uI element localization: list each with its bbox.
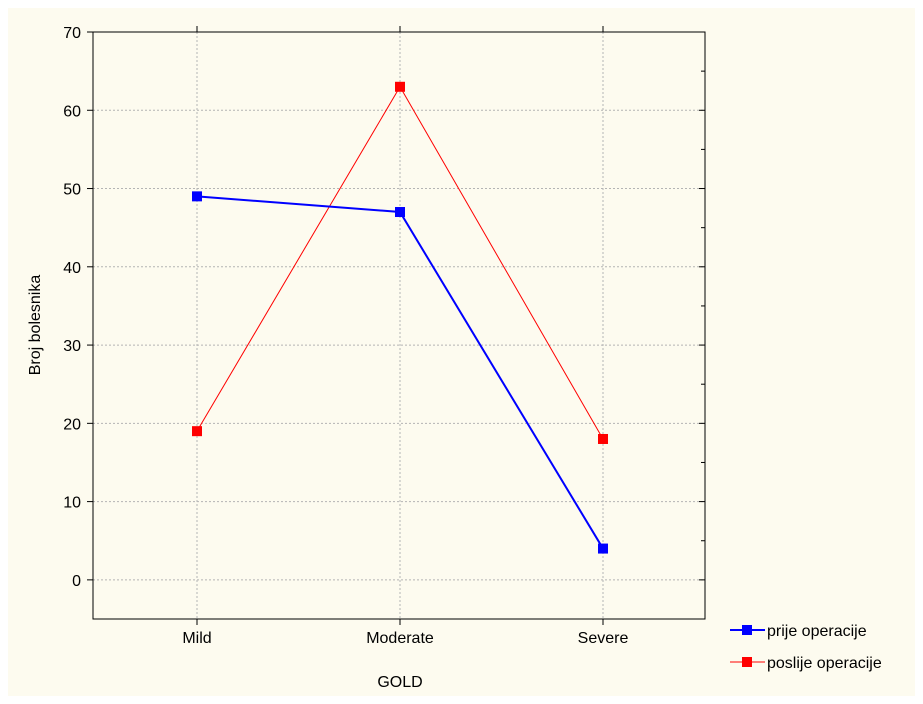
x-axis-label: GOLD	[377, 674, 422, 691]
y-tick-label: 10	[63, 495, 81, 512]
legend-swatch-marker	[742, 625, 752, 635]
data-point	[598, 543, 608, 554]
y-axis-label: Broj bolesnika	[27, 275, 44, 376]
x-tick-label: Severe	[578, 630, 629, 647]
series-line	[196, 85, 604, 440]
series-prije-operacije	[192, 191, 608, 554]
series-layer	[192, 81, 608, 554]
data-point	[192, 191, 202, 202]
x-tick-label: Moderate	[366, 630, 434, 647]
legend-item: prije operacije	[730, 623, 867, 640]
x-axis-tick-labels: Mild Moderate Severe	[182, 630, 628, 647]
plot-area-border	[92, 31, 706, 620]
data-point	[192, 426, 202, 437]
y-tick-label: 20	[63, 416, 81, 433]
grid-lines	[93, 32, 705, 619]
series-poslije-operacije	[192, 81, 608, 444]
data-point	[598, 433, 608, 444]
chart-background	[8, 8, 915, 696]
y-tick-label: 30	[63, 338, 81, 355]
data-point	[395, 207, 405, 218]
y-tick-label: 70	[63, 25, 81, 42]
legend-label: prije operacije	[767, 623, 867, 640]
y-tick-label: 50	[63, 182, 81, 199]
legend-item: poslije operacije	[730, 655, 882, 672]
y-tick-label: 0	[72, 573, 81, 590]
axis-ticks	[87, 26, 705, 625]
data-point	[395, 81, 405, 92]
y-tick-label: 40	[63, 260, 81, 277]
legend: prije operacije poslije operacije	[730, 623, 882, 672]
legend-swatch-marker	[742, 657, 752, 667]
y-tick-label: 60	[63, 103, 81, 120]
legend-label: poslije operacije	[767, 655, 882, 672]
y-axis-tick-labels: 0 10 20 30 40 50 60 70	[63, 25, 81, 590]
x-tick-label: Mild	[182, 630, 211, 647]
